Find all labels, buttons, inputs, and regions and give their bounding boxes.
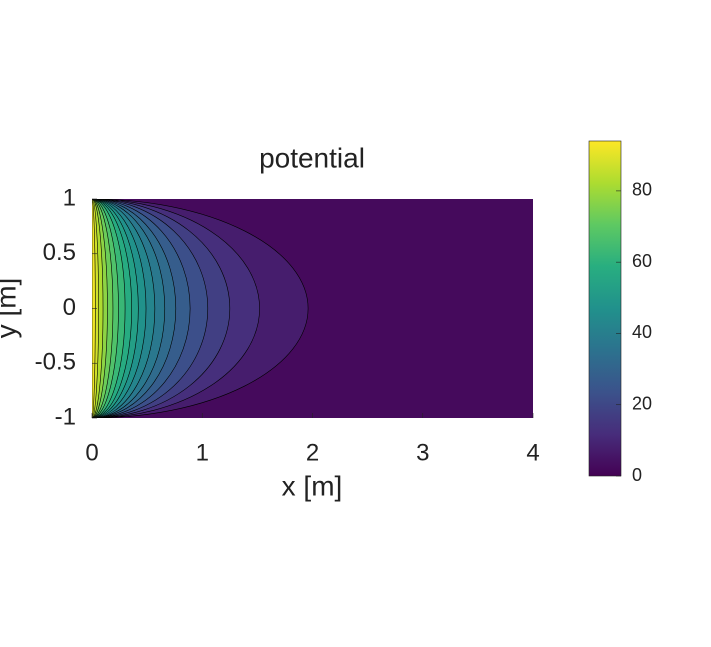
y-tick-label: 0.5 [43, 239, 76, 266]
colorbar-tick-label: 60 [632, 251, 652, 271]
y-tick-label: -1 [55, 403, 76, 430]
y-tick-label: 0 [63, 294, 76, 321]
x-tick-label: 3 [416, 439, 429, 466]
y-tick-label: 1 [63, 184, 76, 211]
x-axis-label: x [m] [282, 470, 343, 501]
colorbar-tick-label: 40 [632, 322, 652, 342]
colorbar-tick-label: 20 [632, 393, 652, 413]
x-tick-label: 2 [306, 439, 319, 466]
chart-title: potential [259, 142, 365, 173]
colorbar-tick-label: 0 [632, 465, 642, 485]
y-axis-label: y [m] [0, 278, 21, 339]
colorbar [588, 140, 622, 477]
x-tick-label: 4 [526, 439, 539, 466]
plot-area [92, 199, 533, 418]
x-tick-label: 1 [196, 439, 209, 466]
y-tick-label: -0.5 [35, 349, 76, 376]
x-tick-label: 0 [85, 439, 98, 466]
colorbar-tick-label: 80 [632, 180, 652, 200]
